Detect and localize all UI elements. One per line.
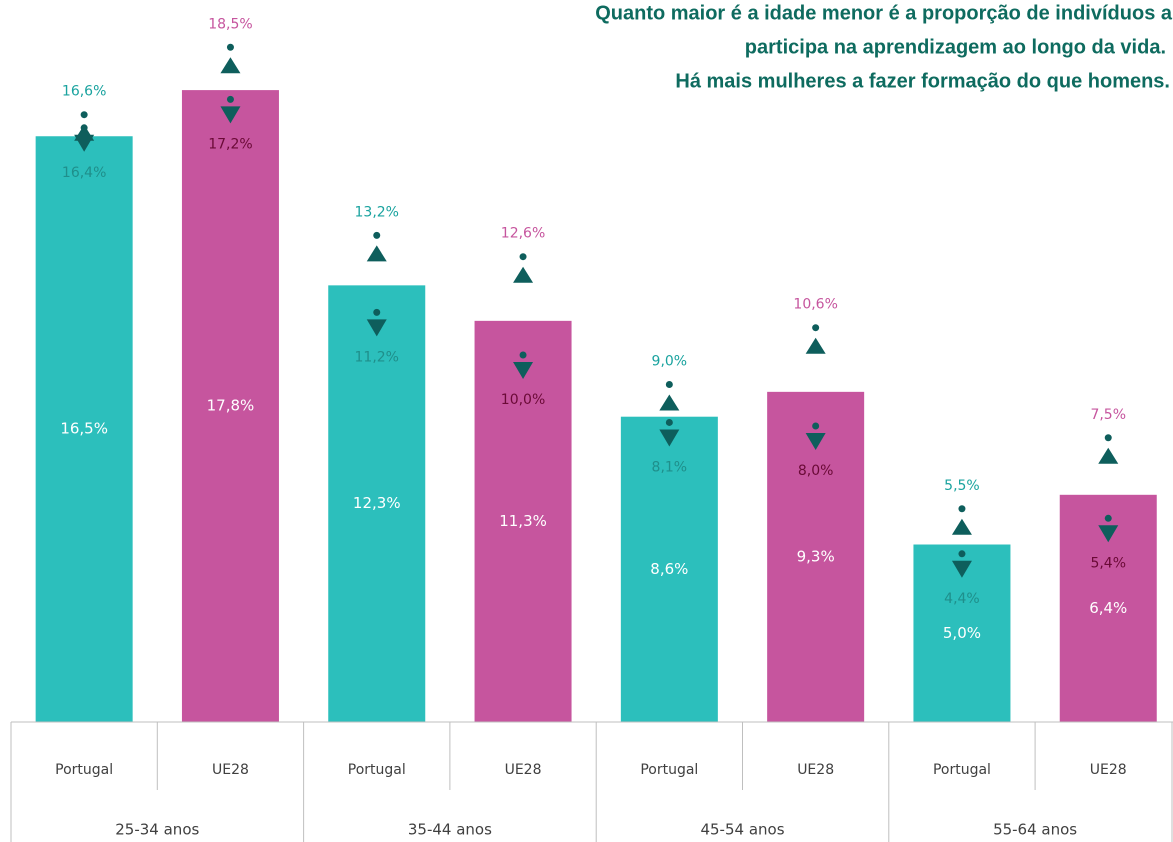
women-dot <box>958 505 966 513</box>
women-dot <box>519 253 527 261</box>
bar-label: 8,6% <box>650 560 688 578</box>
bar-label: 9,3% <box>797 547 835 565</box>
bar-label: 17,8% <box>207 397 255 415</box>
bar <box>181 90 279 723</box>
bar-label: 11,3% <box>499 512 547 530</box>
group-label: 45-54 anos <box>700 821 784 839</box>
men-label: 11,2% <box>355 349 399 365</box>
men-label: 17,2% <box>208 136 252 152</box>
women-label: 13,2% <box>355 204 399 220</box>
women-marker <box>951 518 972 535</box>
x-tick-label: Portugal <box>933 762 991 778</box>
x-tick-label: Portugal <box>348 762 406 778</box>
men-dot <box>958 550 966 558</box>
men-dot <box>665 418 673 426</box>
women-label: 18,5% <box>208 16 252 32</box>
men-label: 8,1% <box>652 459 688 475</box>
men-label: 4,4% <box>944 591 980 607</box>
bar-label: 5,0% <box>943 624 981 642</box>
men-dot <box>1104 514 1112 522</box>
women-marker <box>513 266 534 283</box>
women-dot <box>812 324 820 332</box>
x-tick-label: Portugal <box>640 762 698 778</box>
women-dot <box>1104 434 1112 442</box>
women-label: 7,5% <box>1090 407 1126 423</box>
bar <box>35 136 133 722</box>
men-marker <box>1098 525 1119 543</box>
x-tick-label: UE28 <box>797 762 834 778</box>
men-marker <box>220 106 241 124</box>
men-dot <box>226 95 234 103</box>
men-label: 8,0% <box>798 463 834 479</box>
chart-title: participa na aprendizagem ao longo da vi… <box>745 36 1166 58</box>
women-dot <box>80 111 88 119</box>
group-label: 55-64 anos <box>993 821 1077 839</box>
men-marker <box>951 560 972 578</box>
men-marker <box>513 362 534 379</box>
women-label: 12,6% <box>501 226 545 242</box>
x-tick-label: UE28 <box>1090 762 1127 778</box>
bar <box>474 320 572 722</box>
men-label: 10,0% <box>501 392 545 408</box>
bar-label: 6,4% <box>1089 599 1127 617</box>
men-label: 16,4% <box>62 165 106 181</box>
bar-label: 12,3% <box>353 494 401 512</box>
women-label: 5,5% <box>944 478 980 494</box>
men-label: 5,4% <box>1090 555 1126 571</box>
men-dot <box>80 124 88 132</box>
women-label: 10,6% <box>793 297 837 313</box>
women-dot <box>226 43 234 51</box>
women-marker <box>220 57 241 74</box>
x-tick-label: UE28 <box>505 762 542 778</box>
group-label: 25-34 anos <box>115 821 199 839</box>
men-dot <box>373 308 381 316</box>
women-marker <box>805 337 826 354</box>
women-marker <box>366 245 387 262</box>
men-marker <box>805 433 826 450</box>
men-marker <box>74 134 95 152</box>
bar <box>328 285 426 722</box>
chart-title: Quanto maior é a idade menor é a proporç… <box>595 2 1173 24</box>
men-dot <box>519 351 527 359</box>
women-dot <box>373 231 381 239</box>
women-label: 16,6% <box>62 84 106 100</box>
men-dot <box>812 422 820 430</box>
x-tick-label: Portugal <box>55 762 113 778</box>
women-label: 9,0% <box>652 354 688 370</box>
bar <box>620 416 718 722</box>
chart-title: Há mais mulheres a fazer formação do que… <box>675 70 1170 92</box>
women-dot <box>665 381 673 388</box>
x-tick-label: UE28 <box>212 762 249 778</box>
women-marker <box>659 394 680 411</box>
women-marker <box>1098 447 1119 464</box>
group-label: 35-44 anos <box>408 821 492 839</box>
men-marker <box>659 429 680 447</box>
men-marker <box>366 319 387 337</box>
bar-label: 16,5% <box>60 420 108 438</box>
